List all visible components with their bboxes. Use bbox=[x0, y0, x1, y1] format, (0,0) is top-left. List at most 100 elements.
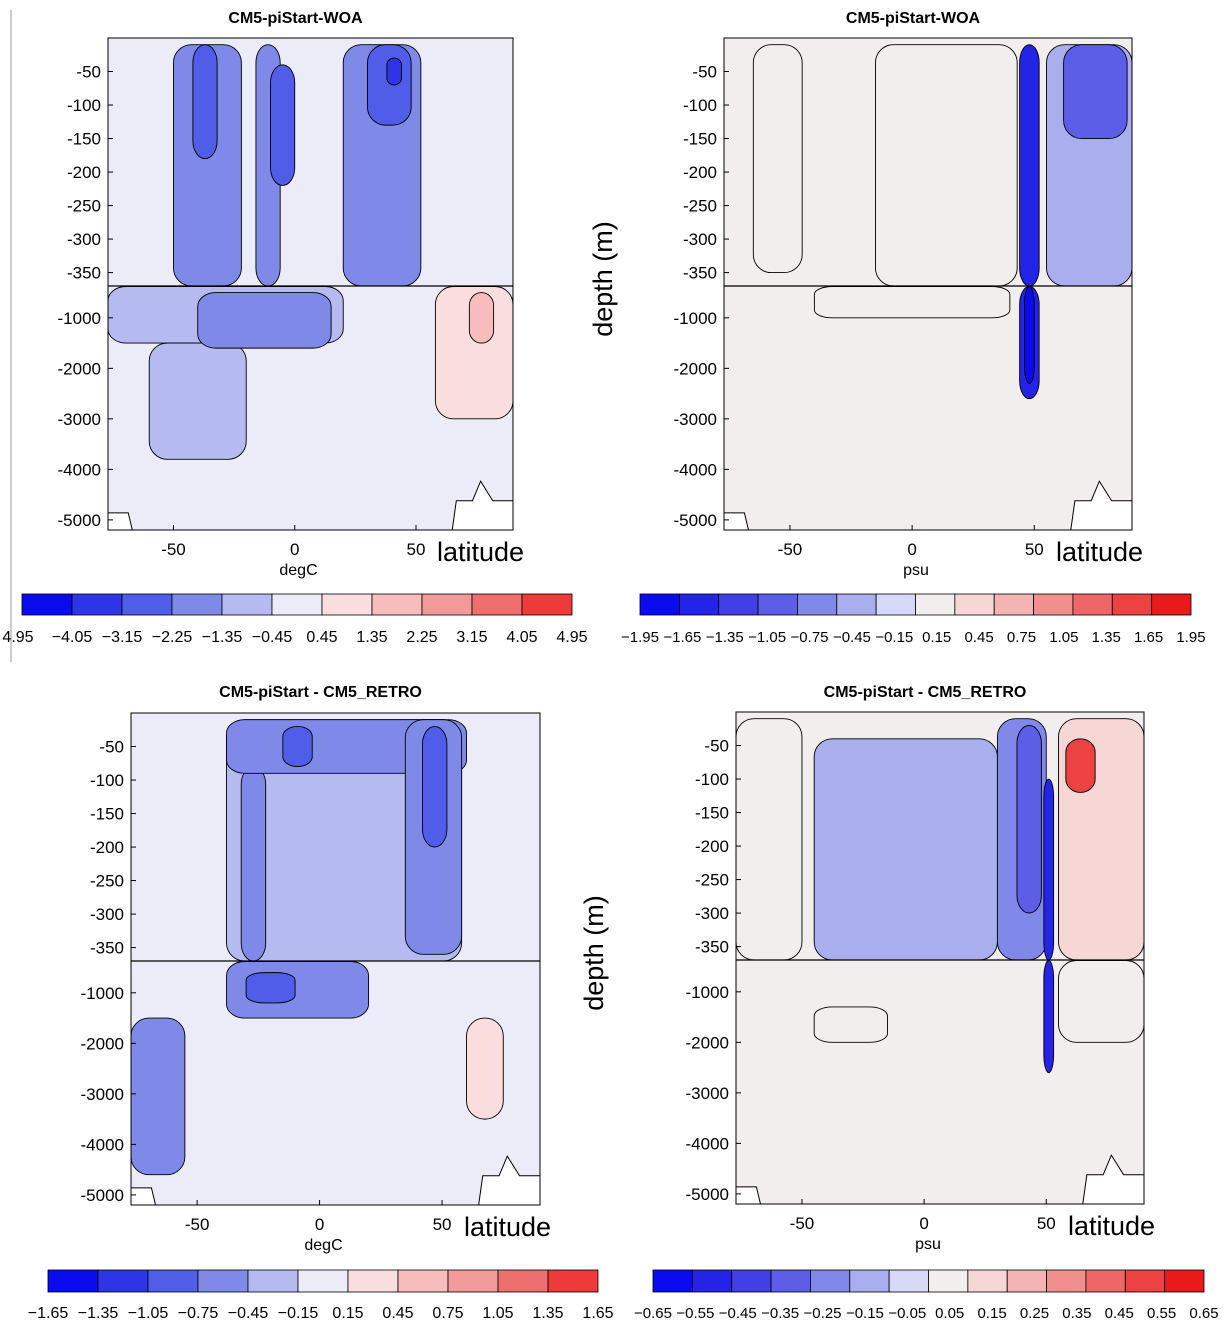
chart-panel: -50 -100 -150 -200 -250 -300 -350 -1000 -2000 -30… bbox=[588, 10, 1206, 646]
y-tick-label: -1000 bbox=[686, 983, 729, 1002]
contour-region bbox=[735, 718, 803, 961]
colorbar-cell bbox=[731, 1269, 772, 1293]
y-tick-label: -1000 bbox=[674, 309, 717, 328]
colorbar-tick-label: −0.75 bbox=[178, 1305, 219, 1322]
colorbar-cell bbox=[221, 593, 273, 616]
y-tick-label: -200 bbox=[695, 837, 729, 856]
colorbar-tick-label: −1.95 bbox=[621, 629, 659, 646]
colorbar-tick-label: 0.75 bbox=[1007, 629, 1036, 646]
colorbar-cell bbox=[875, 593, 916, 616]
colorbar-cell bbox=[471, 593, 523, 616]
panel-title: CM5-piStart - CM5_RETRO bbox=[824, 684, 1027, 701]
x-tick-label: -50 bbox=[790, 1214, 815, 1233]
colorbar-cell bbox=[678, 593, 720, 616]
colorbar-tick-label: 0.55 bbox=[1147, 1305, 1176, 1322]
y-tick-label: -250 bbox=[90, 872, 124, 891]
x-tick-label: 0 bbox=[919, 1214, 928, 1233]
colorbar-tick-label: 0.05 bbox=[935, 1305, 964, 1322]
colorbar-cell bbox=[1151, 593, 1192, 616]
panel-title: CM5-piStart - CM5_RETRO bbox=[219, 684, 422, 701]
contour-region bbox=[282, 725, 313, 768]
colorbar-tick-label: −0.25 bbox=[804, 1305, 842, 1322]
unit-label: psu bbox=[903, 562, 929, 579]
colorbar-cell bbox=[993, 593, 1034, 616]
colorbar-cell bbox=[297, 1269, 349, 1293]
colorbar-tick-label: 0.15 bbox=[332, 1305, 363, 1322]
colorbar-cell bbox=[1124, 1269, 1166, 1293]
colorbar-cell bbox=[915, 593, 956, 616]
colorbar-tick-label: −0.45 bbox=[252, 629, 293, 646]
colorbar-tick-label: 4.95 bbox=[2, 629, 33, 646]
y-tick-label: -300 bbox=[683, 230, 717, 249]
contour-region bbox=[813, 738, 998, 961]
x-tick-label: -50 bbox=[778, 540, 803, 559]
y-tick-label: -100 bbox=[695, 770, 729, 789]
colorbar-cell bbox=[836, 593, 877, 616]
colorbar-tick-label: 0.15 bbox=[977, 1305, 1006, 1322]
y-tick-label: -350 bbox=[683, 264, 717, 283]
colorbar-cell bbox=[21, 593, 73, 616]
colorbar-tick-label: 0.15 bbox=[922, 629, 951, 646]
contour-region bbox=[197, 292, 332, 349]
y-tick-label: -1000 bbox=[81, 984, 124, 1003]
contour-region bbox=[240, 766, 267, 962]
y-tick-label: -2000 bbox=[58, 359, 101, 378]
contour-region bbox=[813, 1006, 888, 1043]
x-axis-label: latitude bbox=[437, 537, 524, 567]
colorbar-cell bbox=[757, 593, 798, 616]
colorbar-cell bbox=[147, 1269, 199, 1293]
contour-region bbox=[813, 286, 1011, 319]
contour-region bbox=[466, 1017, 504, 1120]
colorbar-cell bbox=[397, 1269, 449, 1293]
y-tick-label: -2000 bbox=[674, 359, 717, 378]
y-tick-label: -1000 bbox=[58, 309, 101, 328]
colorbar-cell bbox=[928, 1269, 969, 1293]
y-tick-label: -50 bbox=[99, 738, 124, 757]
unit-label: degC bbox=[304, 1237, 342, 1254]
x-tick-label: 50 bbox=[433, 1215, 452, 1234]
y-tick-label: -3000 bbox=[674, 410, 717, 429]
colorbar-cell bbox=[371, 593, 423, 616]
colorbar-tick-label: −0.65 bbox=[634, 1305, 672, 1322]
chart-panel: -50 -100 -150 -200 -250 -300 -350 -1000 -2000 -30… bbox=[28, 684, 614, 1322]
colorbar-cell bbox=[1111, 593, 1153, 616]
colorbar-cell bbox=[1085, 1269, 1126, 1293]
contour-region bbox=[1065, 738, 1096, 793]
y-tick-label: -3000 bbox=[686, 1084, 729, 1103]
colorbar-cell bbox=[347, 1269, 399, 1293]
y-tick-label: -2000 bbox=[81, 1034, 124, 1053]
colorbar-cell bbox=[321, 593, 373, 616]
y-tick-label: -200 bbox=[90, 838, 124, 857]
colorbar-tick-label: −0.05 bbox=[888, 1305, 926, 1322]
colorbar-cell bbox=[888, 1269, 929, 1293]
panel-title: CM5-piStart-WOA bbox=[846, 10, 981, 27]
plot-frame bbox=[735, 711, 1145, 1205]
y-tick-label: -3000 bbox=[81, 1085, 124, 1104]
y-tick-label: -3000 bbox=[58, 410, 101, 429]
colorbar-cell bbox=[521, 593, 573, 616]
colorbar-tick-label: 1.65 bbox=[1134, 629, 1163, 646]
y-tick-label: -100 bbox=[683, 96, 717, 115]
colorbar-tick-label: 0.75 bbox=[432, 1305, 463, 1322]
colorbar-cell bbox=[1164, 1269, 1205, 1293]
colorbar-tick-label: −0.15 bbox=[846, 1305, 884, 1322]
contour-region bbox=[386, 57, 402, 86]
colorbar-cell bbox=[849, 1269, 890, 1293]
contour-region bbox=[421, 725, 448, 848]
contour-region bbox=[367, 44, 412, 126]
contour-region bbox=[752, 44, 803, 274]
y-tick-label: -4000 bbox=[58, 460, 101, 479]
y-tick-label: -100 bbox=[67, 96, 101, 115]
colorbar-tick-label: 2.25 bbox=[406, 629, 437, 646]
colorbar-cell bbox=[247, 1269, 299, 1293]
y-tick-label: -200 bbox=[67, 163, 101, 182]
contour-region bbox=[1024, 286, 1035, 384]
y-tick-label: -350 bbox=[90, 939, 124, 958]
colorbar-cell bbox=[954, 593, 995, 616]
colorbar-tick-label: −0.15 bbox=[278, 1305, 319, 1322]
y-tick-label: -300 bbox=[90, 905, 124, 924]
unit-label: degC bbox=[279, 562, 317, 579]
contour-region bbox=[1019, 44, 1040, 287]
colorbar-cell bbox=[547, 1269, 599, 1293]
plot-frame bbox=[130, 712, 541, 1206]
